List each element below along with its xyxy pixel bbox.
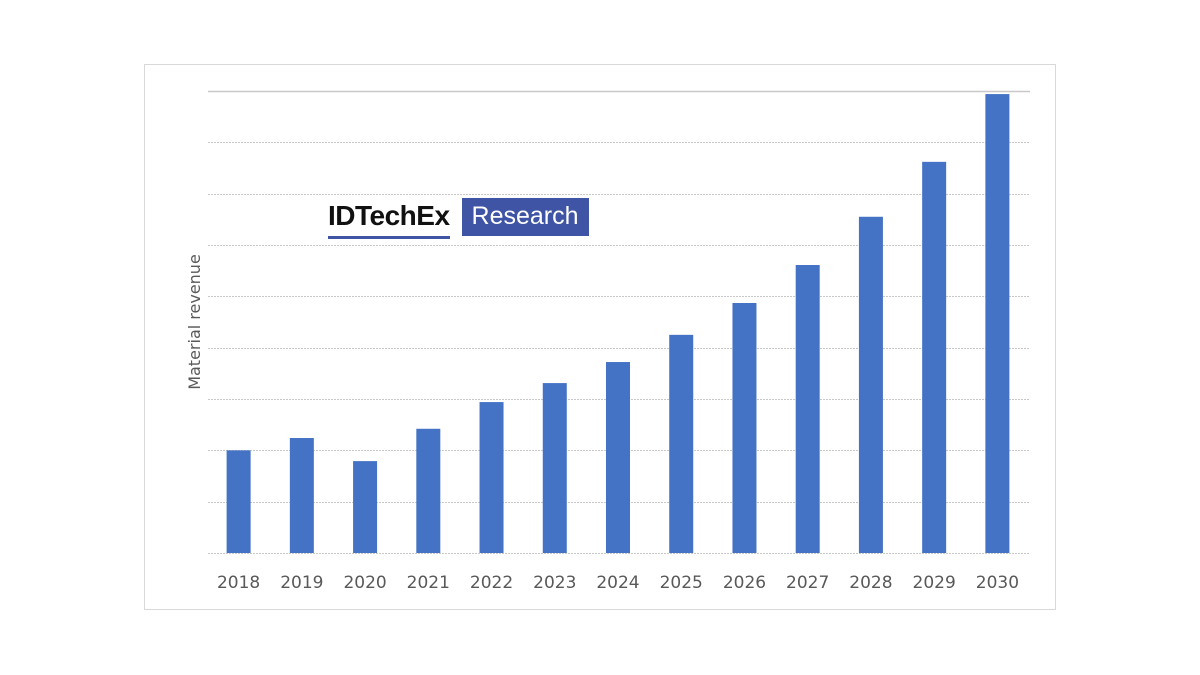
x-tick-label: 2020 (343, 573, 386, 593)
bar-2018 (226, 450, 251, 553)
gridlines (208, 90, 1030, 554)
bar-2028 (858, 216, 883, 553)
bar-2024 (606, 362, 630, 553)
x-tick-label: 2023 (533, 573, 576, 593)
x-tick-label: 2022 (470, 573, 513, 593)
logo-underline (328, 236, 450, 239)
bars (226, 94, 1010, 553)
x-tick-label: 2030 (976, 573, 1019, 593)
x-tick-label: 2019 (280, 573, 323, 593)
bar-2030 (985, 94, 1010, 553)
x-tick-label: 2018 (217, 573, 260, 593)
x-axis-tick-labels: 2018 2019 2020 2021 2022 2023 2024 2025 2026 2027… (217, 573, 1019, 593)
x-tick-label: 2025 (660, 573, 703, 593)
x-tick-label: 2026 (723, 573, 766, 593)
bar-2029 (922, 161, 947, 553)
logo-brand-text: IDTechEx (328, 200, 450, 239)
bar-2022 (479, 402, 504, 553)
x-tick-label: 2027 (786, 573, 829, 593)
x-tick-label: 2028 (849, 573, 892, 593)
bar-2027 (795, 265, 820, 553)
bar-2025 (669, 334, 694, 553)
logo-research-badge: Research (461, 198, 589, 236)
bar-2020 (353, 461, 378, 553)
y-axis-label: Material revenue (185, 254, 204, 390)
idtechex-logo: IDTechEx Research (328, 196, 589, 239)
bar-2023 (542, 383, 567, 553)
x-tick-label: 2021 (407, 573, 450, 593)
bar-2026 (732, 303, 757, 553)
x-tick-label: 2029 (913, 573, 956, 593)
bar-2019 (289, 438, 314, 553)
bar-2021 (416, 428, 441, 553)
x-tick-label: 2024 (596, 573, 639, 593)
